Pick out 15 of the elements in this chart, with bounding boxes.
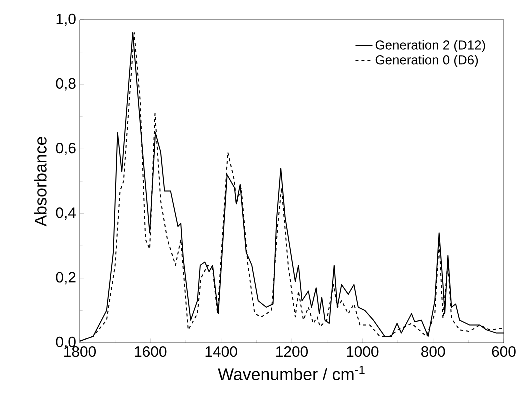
x-tick-label: 1000 [347, 346, 379, 358]
y-axis-title: Absorbance [34, 137, 47, 227]
x-tick-label: 1600 [135, 346, 167, 358]
y-tick-label: 0,6 [56, 143, 76, 156]
y-tick-label: 0,4 [56, 208, 76, 220]
y-tick-label: 1,0 [56, 14, 76, 26]
legend-label: Generation 2 (D12) [376, 40, 486, 52]
x-tick-label: 1400 [206, 346, 238, 358]
x-axis-title: Wavenumber / cm$^{-1}$ [218, 366, 365, 381]
x-tick-label: 1200 [276, 346, 308, 358]
x-tick-label: 800 [422, 346, 446, 358]
x-tick-label: 600 [492, 346, 516, 358]
y-tick-label: 0,8 [56, 78, 76, 91]
y-tick-label: 0,2 [56, 272, 76, 285]
legend-label: Generation 0 (D6) [376, 55, 478, 68]
